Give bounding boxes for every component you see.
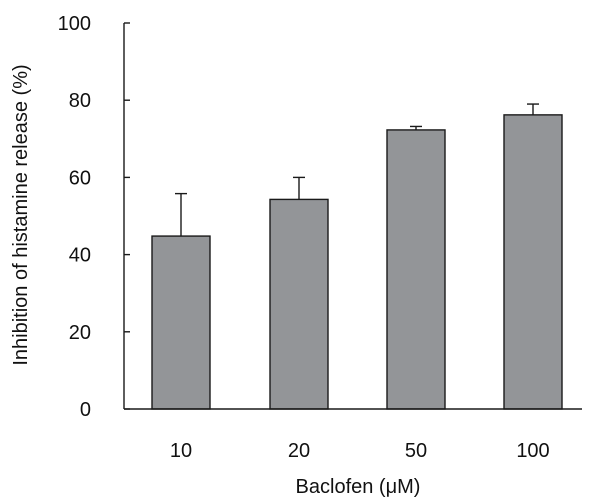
error-bars-layer xyxy=(175,103,539,237)
x-axis-title: Baclofen (μM) xyxy=(296,476,421,498)
y-axis-title: Inhibition of histamine release (%) xyxy=(10,64,32,365)
y-tick-label: 60 xyxy=(69,167,91,189)
y-tick-label: 40 xyxy=(69,245,91,267)
x-ticks-layer: 10 20 50 100 xyxy=(170,440,550,462)
y-tick-label: 20 xyxy=(69,322,91,344)
y-tick-label: 100 xyxy=(58,13,91,35)
x-tick-label: 10 xyxy=(170,440,192,462)
y-tick-label: 80 xyxy=(69,90,91,112)
bar xyxy=(503,114,563,410)
y-ticks-layer: 0 20 40 60 80 100 xyxy=(58,13,130,421)
bars-layer xyxy=(151,114,563,410)
axes-layer xyxy=(123,23,582,410)
bar xyxy=(151,235,211,410)
bar xyxy=(269,198,329,410)
x-tick-label: 20 xyxy=(288,440,310,462)
x-tick-label: 100 xyxy=(516,440,549,462)
bar xyxy=(386,129,446,410)
x-tick-label: 50 xyxy=(405,440,427,462)
y-tick-label: 0 xyxy=(80,399,91,421)
